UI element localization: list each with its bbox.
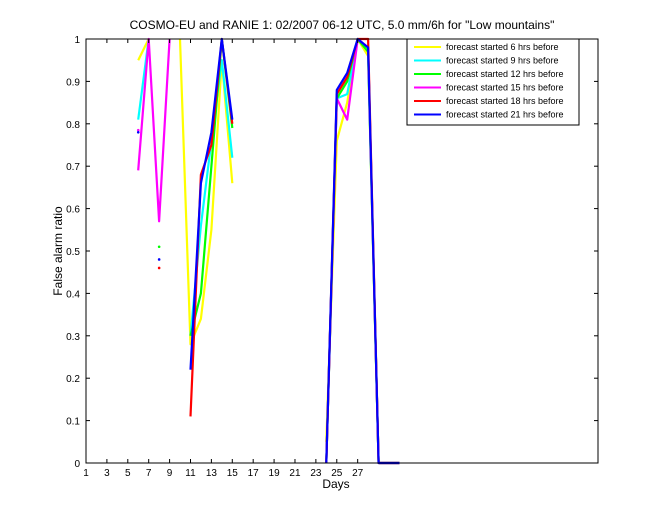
x-tick-label: 13: [206, 468, 218, 479]
series-line: [137, 38, 150, 61]
x-tick-label: 9: [167, 468, 173, 479]
data-point: [157, 245, 161, 249]
y-tick-label: 0.4: [66, 289, 80, 300]
data-point: [136, 130, 140, 134]
x-tick-label: 7: [146, 468, 152, 479]
y-tick-label: 0.3: [66, 332, 80, 343]
data-point: [157, 266, 161, 270]
legend-entry: forecast started 9 hrs before: [446, 56, 559, 66]
data-point: [136, 128, 140, 132]
x-tick-label: 27: [352, 468, 364, 479]
x-tick-label: 17: [248, 468, 260, 479]
y-tick-label: 1: [74, 35, 80, 46]
series-line: [189, 37, 234, 370]
x-tick-label: 11: [185, 468, 196, 479]
y-tick-label: 0.6: [66, 205, 80, 216]
data-point: [157, 258, 161, 261]
legend-box: [406, 38, 580, 126]
chart-title: COSMO-EU and RANIE 1: 02/2007 06-12 UTC,…: [130, 18, 555, 32]
x-tick-label: 19: [269, 468, 281, 479]
legend: forecast started 6 hrs before forecast st…: [406, 38, 580, 126]
x-tick-label: 21: [289, 468, 301, 479]
legend-entry: forecast started 6 hrs before: [446, 42, 559, 52]
y-tick-label: 0.7: [66, 162, 80, 173]
y-axis-label: False alarm ratio: [51, 206, 65, 296]
y-tick-label: 0.1: [66, 417, 80, 428]
legend-entry: forecast started 21 hrs before: [446, 110, 564, 120]
x-tick-label: 23: [310, 468, 322, 479]
y-tick-label: 0.2: [66, 374, 80, 385]
legend-entry: forecast started 12 hrs before: [446, 69, 564, 79]
series-line: [137, 37, 171, 223]
y-tick-label: 0.9: [66, 77, 80, 88]
x-tick-label: 1: [83, 468, 89, 479]
x-tick-label: 5: [125, 468, 131, 479]
x-tick-label: 3: [104, 468, 110, 479]
x-tick-label: 15: [227, 468, 239, 479]
legend-entry: forecast started 15 hrs before: [446, 83, 564, 93]
legend-entry: forecast started 18 hrs before: [446, 96, 564, 106]
y-tick-label: 0.8: [66, 120, 80, 131]
x-tick-label: 25: [331, 468, 343, 479]
x-axis-label: Days: [322, 477, 349, 491]
plot-frame: [85, 38, 599, 464]
y-tick-label: 0: [74, 459, 80, 470]
y-tick-label: 0.5: [66, 247, 80, 258]
tick-layer: 00.10.20.30.40.50.60.70.80.911 3 5 7 9 11 13 15…: [66, 35, 598, 479]
